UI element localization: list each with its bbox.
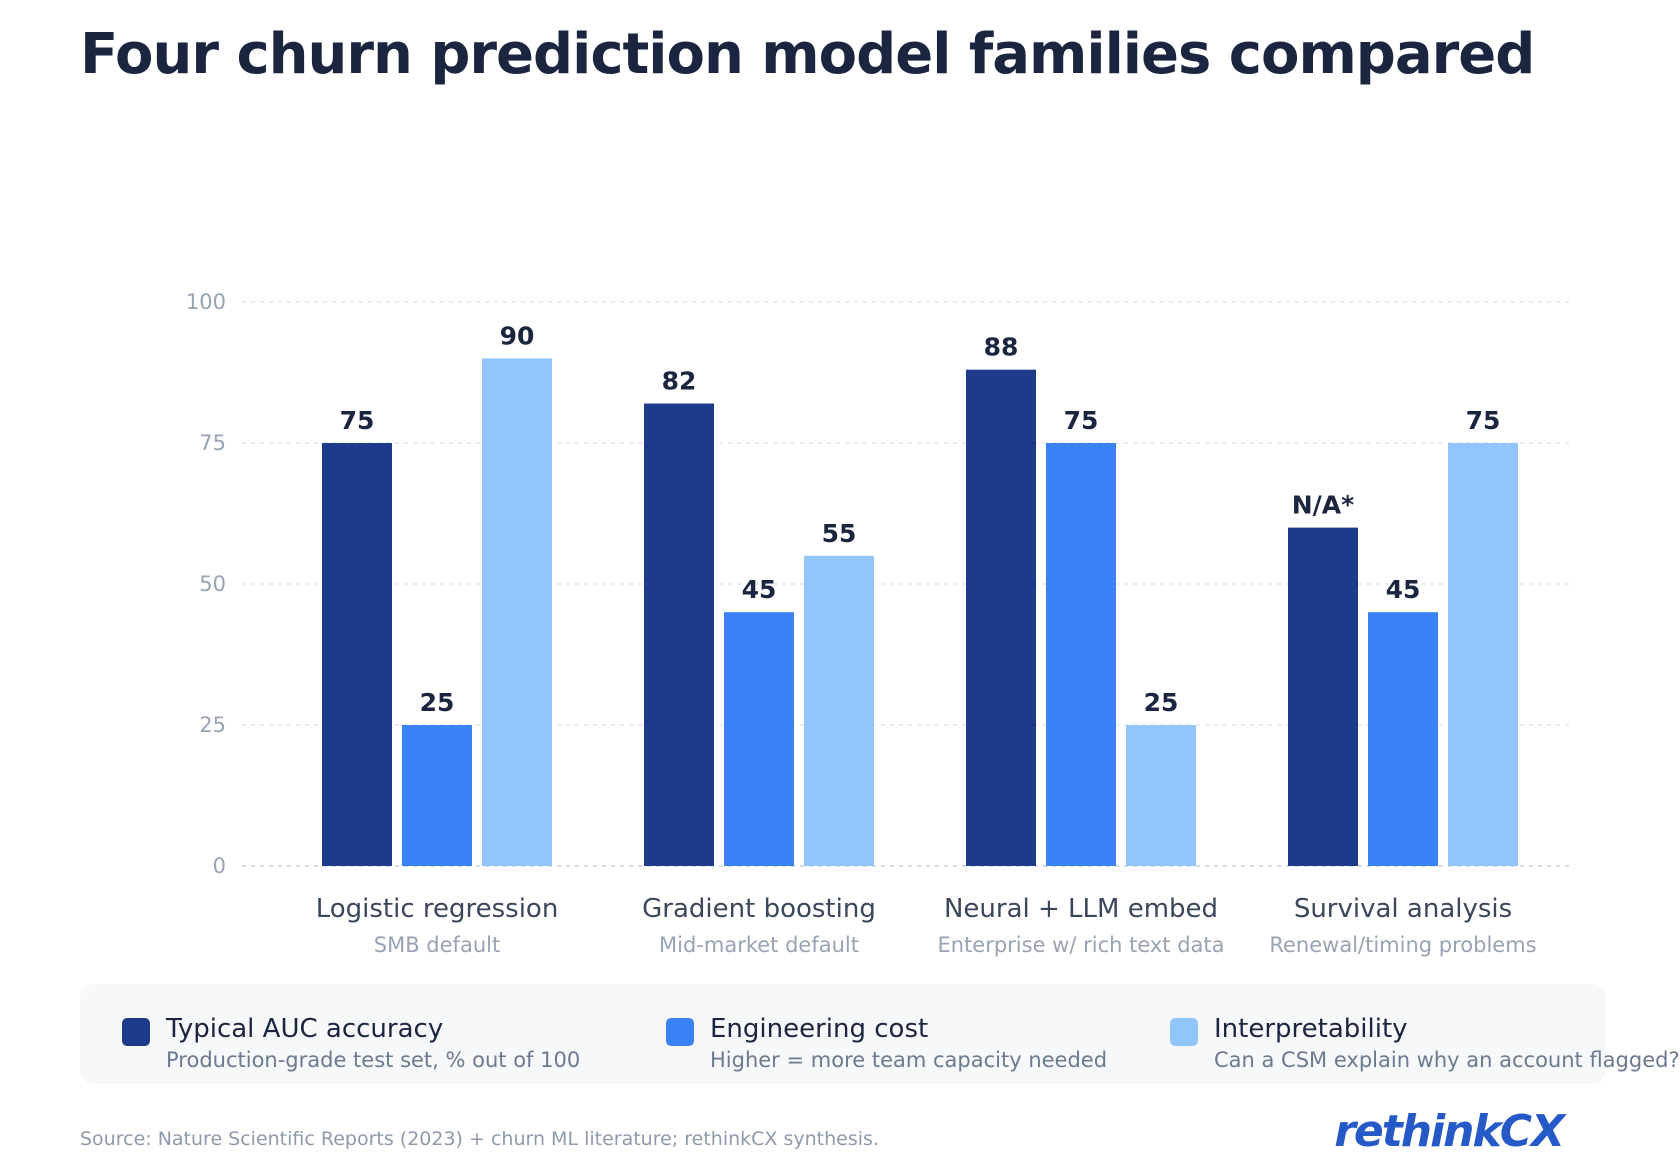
brand-name-part: rethink xyxy=(1334,1106,1502,1157)
data-label: 75 xyxy=(1466,406,1501,435)
x-tick-sublabel: Mid-market default xyxy=(659,933,859,957)
x-tick-sublabel: SMB default xyxy=(374,933,500,957)
legend: Typical AUC accuracy Production-grade te… xyxy=(80,984,1680,1084)
x-tick-label: Survival analysis xyxy=(1294,894,1512,924)
data-label: 25 xyxy=(1144,688,1179,717)
data-label: 75 xyxy=(340,406,375,435)
bar xyxy=(1368,612,1438,866)
bar xyxy=(1126,725,1196,866)
bar xyxy=(724,612,794,866)
x-tick-label: Gradient boosting xyxy=(642,894,876,924)
legend-swatch xyxy=(122,1018,150,1046)
data-label: 82 xyxy=(662,367,697,396)
legend-title: Interpretability xyxy=(1214,1014,1408,1044)
data-label: 55 xyxy=(822,519,857,548)
x-tick-sublabel: Enterprise w/ rich text data xyxy=(937,933,1224,957)
bar xyxy=(804,555,874,866)
bar xyxy=(402,725,472,866)
y-tick-label: 100 xyxy=(186,290,226,314)
legend-title: Engineering cost xyxy=(710,1014,929,1044)
legend-title: Typical AUC accuracy xyxy=(166,1014,444,1044)
y-tick-label: 0 xyxy=(213,854,226,878)
legend-description: Can a CSM explain why an account flagged… xyxy=(1214,1048,1680,1072)
bar xyxy=(1448,443,1518,866)
data-label: 90 xyxy=(500,321,535,350)
bar xyxy=(482,358,552,866)
y-tick-label: 50 xyxy=(199,572,226,596)
bar xyxy=(1288,527,1358,866)
data-label: 88 xyxy=(984,333,1019,362)
x-tick-label: Neural + LLM embed xyxy=(944,894,1218,924)
legend-description: Production-grade test set, % out of 100 xyxy=(166,1048,581,1072)
data-label: 45 xyxy=(1386,575,1421,604)
y-tick-label: 25 xyxy=(199,713,226,737)
bar xyxy=(966,369,1036,866)
data-label: 75 xyxy=(1064,406,1099,435)
page-title: Four churn prediction model families com… xyxy=(80,22,1535,87)
legend-swatch xyxy=(666,1018,694,1046)
legend-swatch xyxy=(1170,1018,1198,1046)
bar xyxy=(644,403,714,866)
x-tick-sublabel: Renewal/timing problems xyxy=(1269,933,1536,957)
data-label: N/A* xyxy=(1292,491,1354,520)
bar-chart: 0 25 50 75 100 75 25 90 Logistic regression SMB d… xyxy=(186,290,1570,957)
source-note: Source: Nature Scientific Reports (2023)… xyxy=(80,1128,879,1150)
data-label: 45 xyxy=(742,575,777,604)
data-label: 25 xyxy=(420,688,455,717)
brand-logo: rethinkCX xyxy=(1334,1106,1565,1157)
legend-description: Higher = more team capacity needed xyxy=(710,1048,1108,1072)
bar xyxy=(1046,443,1116,866)
brand-name-part: CX xyxy=(1499,1106,1565,1157)
x-tick-label: Logistic regression xyxy=(316,894,559,924)
y-tick-label: 75 xyxy=(199,431,226,455)
bar xyxy=(322,443,392,866)
